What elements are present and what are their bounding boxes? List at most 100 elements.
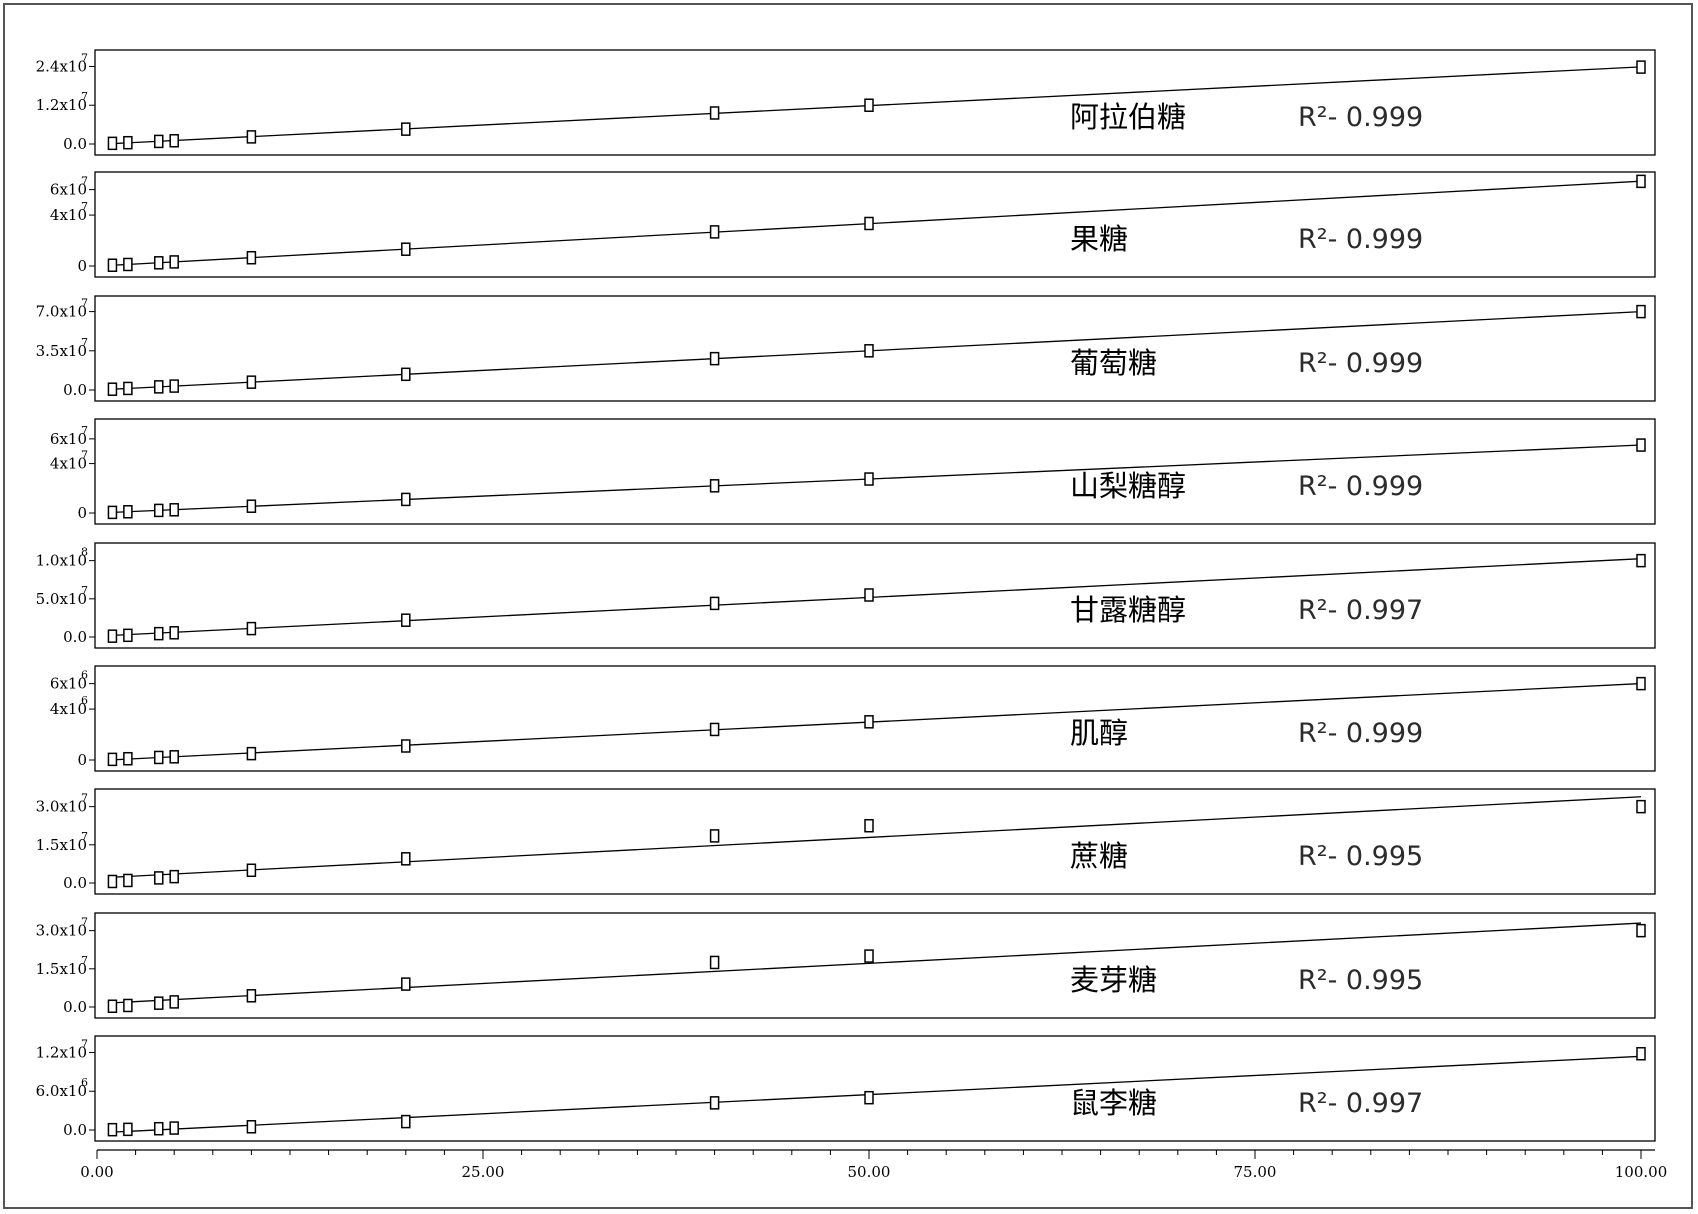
y-tick-label-1-2: 1.2x10: [36, 96, 87, 114]
data-point-3-3: [154, 380, 164, 394]
panel-frame-9: [94, 1035, 1656, 1142]
y-tick-label-1-3: 2.4x10: [36, 57, 87, 75]
panel-frame-4: [94, 418, 1656, 525]
data-point-8-1: [107, 999, 118, 1013]
figure-frame: [3, 3, 1693, 1209]
data-point-4-6: [401, 492, 411, 507]
data-point-6-8: [864, 715, 874, 729]
r-squared-label-1: R²- 0.999: [1298, 102, 1423, 133]
fit-line-1: [112, 66, 1642, 145]
panel-frame-2: [94, 171, 1656, 278]
data-point-4-2: [123, 505, 133, 519]
y-tick-label-9-2: 6.0x10: [36, 1082, 87, 1100]
data-point-6-3: [154, 750, 164, 765]
data-point-5-3: [154, 626, 164, 641]
y-tick-label-3-2: 3.5x10: [36, 342, 87, 360]
data-point-6-9: [1636, 676, 1646, 691]
data-point-9-7: [709, 1096, 720, 1110]
panel-frame-6: [94, 665, 1656, 772]
y-tick-exponent-3-2: 7: [81, 336, 88, 349]
y-tick-exponent-7-2: 7: [81, 830, 88, 843]
compound-label-2: 果糖: [1070, 222, 1128, 256]
compound-label-3: 葡萄糖: [1070, 346, 1157, 380]
data-point-9-8: [864, 1090, 874, 1105]
r-squared-label-8: R²- 0.995: [1298, 965, 1423, 996]
compound-label-4: 山梨糖醇: [1070, 469, 1186, 503]
data-point-4-4: [169, 503, 179, 517]
y-tick-label-8-2: 1.5x10: [36, 960, 87, 978]
y-tick-exponent-6-2: 6: [81, 694, 88, 707]
data-point-1-8: [864, 98, 874, 112]
data-point-2-1: [107, 258, 118, 272]
y-tick-exponent-8-3: 7: [81, 916, 88, 929]
y-tick-exponent-8-2: 7: [81, 954, 88, 967]
data-point-5-7: [709, 596, 720, 611]
data-point-8-2: [123, 998, 133, 1013]
data-point-2-4: [169, 255, 179, 269]
data-point-3-2: [123, 381, 133, 396]
data-point-1-9: [1636, 60, 1646, 74]
compound-label-8: 麦芽糖: [1070, 963, 1157, 997]
y-tick-label-4-2: 4x10: [50, 455, 87, 473]
data-point-9-6: [401, 1114, 411, 1129]
data-point-4-9: [1636, 438, 1646, 452]
y-tick-exponent-6-3: 6: [81, 669, 88, 682]
y-tick-exponent-4-2: 7: [81, 449, 88, 462]
y-tick-label-9-1: 0.0: [63, 1121, 87, 1139]
data-point-8-9: [1636, 923, 1646, 938]
y-tick-label-5-2: 5.0x10: [36, 590, 87, 608]
y-tick-exponent-1-2: 7: [81, 90, 88, 103]
data-point-1-4: [169, 134, 179, 148]
data-point-6-7: [709, 722, 720, 737]
data-point-6-4: [169, 750, 179, 764]
compound-label-6: 肌醇: [1070, 716, 1128, 750]
data-point-1-2: [123, 135, 133, 150]
data-point-1-7: [709, 106, 720, 120]
y-tick-label-5-1: 0.0: [63, 628, 87, 646]
y-tick-label-6-2: 4x10: [50, 700, 87, 718]
r-squared-label-2: R²- 0.999: [1298, 224, 1423, 255]
y-tick-label-2-1: 0: [77, 257, 87, 275]
data-point-9-4: [169, 1121, 179, 1135]
data-point-3-8: [864, 344, 874, 358]
compound-label-1: 阿拉伯糖: [1070, 100, 1186, 134]
data-point-1-1: [107, 136, 118, 151]
fit-line-6: [112, 682, 1642, 761]
y-tick-label-3-3: 7.0x10: [36, 303, 87, 321]
y-tick-label-7-1: 0.0: [63, 874, 87, 892]
data-point-3-7: [709, 351, 720, 366]
data-point-6-6: [401, 739, 411, 753]
x-tick-label-3: 50.00: [848, 1163, 891, 1181]
y-tick-label-4-3: 6x10: [50, 430, 87, 448]
data-point-2-9: [1636, 174, 1646, 189]
data-point-6-2: [123, 751, 133, 766]
data-point-8-5: [246, 989, 257, 1003]
y-tick-label-8-3: 3.0x10: [36, 922, 87, 940]
y-tick-label-9-3: 1.2x10: [36, 1043, 87, 1061]
data-point-5-1: [107, 629, 118, 643]
fit-line-2: [112, 180, 1642, 266]
data-point-6-1: [107, 752, 118, 767]
data-point-5-9: [1636, 553, 1646, 568]
data-point-5-8: [864, 588, 874, 602]
r-squared-label-9: R²- 0.997: [1298, 1088, 1423, 1119]
data-point-7-3: [154, 871, 164, 885]
data-point-7-6: [401, 852, 411, 866]
y-tick-exponent-2-3: 7: [81, 175, 88, 188]
data-point-2-2: [123, 257, 133, 272]
y-tick-exponent-9-2: 6: [81, 1076, 88, 1089]
data-point-5-2: [123, 628, 133, 643]
data-point-9-2: [123, 1122, 133, 1137]
compound-label-9: 鼠李糖: [1070, 1086, 1157, 1120]
data-point-7-2: [123, 873, 133, 888]
data-point-8-7: [709, 955, 720, 970]
data-point-8-6: [401, 977, 411, 991]
data-point-2-3: [154, 256, 164, 270]
x-tick-label-5: 100.00: [1615, 1163, 1668, 1181]
data-point-2-8: [864, 216, 874, 231]
data-point-3-4: [169, 379, 179, 393]
fit-line-3: [112, 310, 1642, 390]
data-point-9-1: [107, 1122, 118, 1137]
compound-label-7: 蔗糖: [1070, 839, 1128, 873]
